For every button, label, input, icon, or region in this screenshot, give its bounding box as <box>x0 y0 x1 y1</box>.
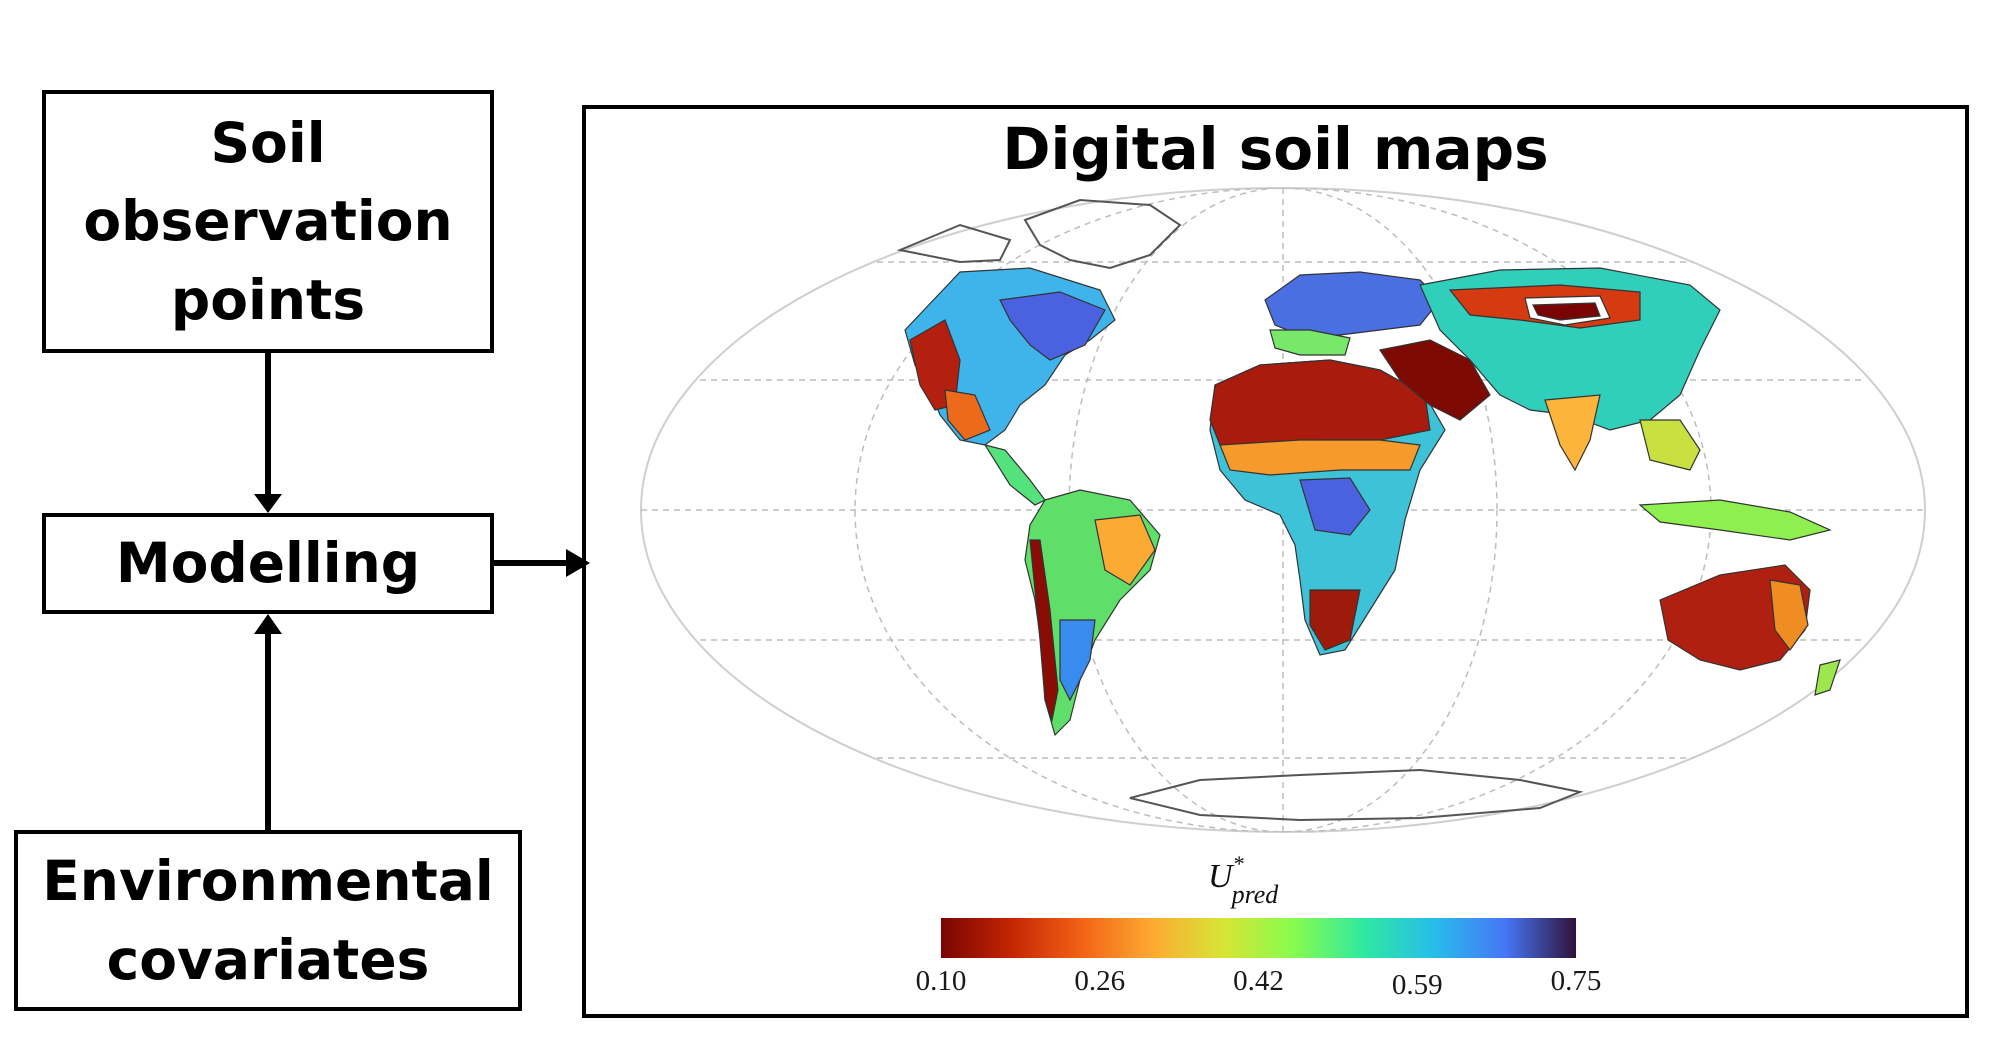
south-america-brazil <box>1094 514 1156 586</box>
southeast-asia <box>1639 419 1701 471</box>
arrow-modelling-to-maps <box>494 549 590 577</box>
colorbar-tick-label: 0.75 <box>1551 965 1602 997</box>
africa-sahel <box>1219 439 1421 476</box>
india <box>1544 394 1601 472</box>
north-america-southwest <box>944 389 991 441</box>
middle-east <box>1379 339 1491 421</box>
south-america-south <box>1059 619 1096 702</box>
colorbar-label-sub: pred <box>1230 880 1280 909</box>
colorbar-rect <box>941 918 1576 958</box>
south-america-andes <box>1029 539 1059 723</box>
new-zealand <box>1814 659 1841 696</box>
env-box-line-2: covariates <box>106 927 430 992</box>
colorbar-tick-label: 0.59 <box>1392 969 1443 1001</box>
australia-east <box>1769 579 1809 652</box>
indonesia <box>1638 499 1832 541</box>
map-title: Digital soil maps <box>1002 115 1549 183</box>
colorbar-tick-label: 0.26 <box>1074 965 1125 997</box>
modelling-box: Modelling <box>42 513 494 614</box>
soil-observation-box: Soil observation points <box>42 90 494 353</box>
modelling-label: Modelling <box>115 531 421 596</box>
continents <box>896 198 1841 822</box>
europe <box>1264 271 1441 336</box>
europe-south <box>1269 329 1351 356</box>
world-map <box>640 187 1926 833</box>
africa-sahara <box>1209 359 1431 446</box>
greenland-outline <box>1023 198 1182 270</box>
soil-box-line-1: Soil <box>210 111 326 176</box>
colorbar-label: U* pred <box>1208 851 1279 909</box>
arrow-soil-to-modelling <box>254 353 282 513</box>
colorbar-label-main: U <box>1208 858 1235 895</box>
asia-central-dark <box>1532 302 1601 321</box>
env-box-line-1: Environmental <box>42 849 494 914</box>
colorbar-tick-label: 0.42 <box>1233 965 1284 997</box>
colorbar-label-sup: * <box>1233 851 1244 876</box>
north-america-east <box>999 291 1106 361</box>
colorbar-tick-label: 0.10 <box>916 965 967 997</box>
colorbar-ticks: 0.10 0.26 0.42 0.59 0.75 <box>916 965 1602 1001</box>
colorbar: U* pred 0.10 0.26 0.42 0.59 0.75 <box>916 851 1602 1001</box>
soil-box-line-3: points <box>170 267 366 332</box>
soil-box-line-2: observation <box>83 189 453 254</box>
environmental-covariates-box: Environmental covariates <box>14 830 522 1011</box>
arrow-env-to-modelling <box>254 614 282 830</box>
antarctica-outline <box>1129 768 1584 822</box>
africa-congo <box>1299 477 1371 536</box>
arctic-outline <box>896 223 1012 264</box>
africa-south <box>1309 589 1361 651</box>
